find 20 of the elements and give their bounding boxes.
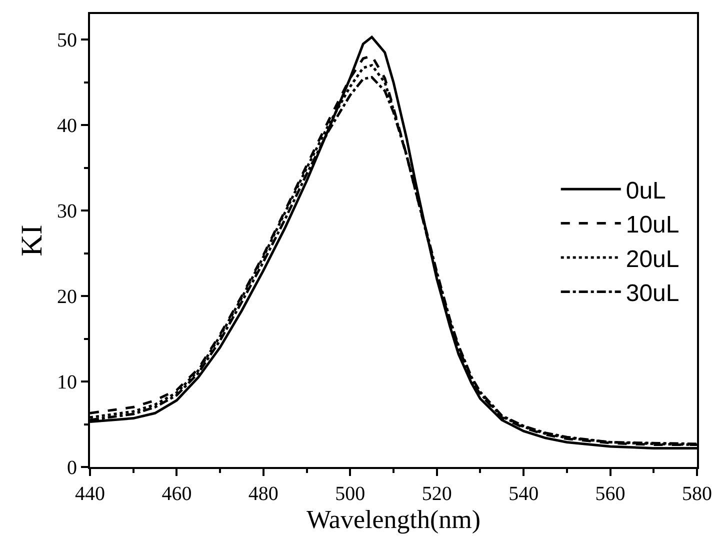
legend-label: 30uL: [626, 280, 680, 308]
x-tick-label: 540: [508, 483, 539, 505]
y-tick-label: 50: [57, 30, 77, 52]
x-tick-label: 560: [595, 483, 626, 505]
y-tick-label: 0: [67, 457, 77, 479]
x-tick-label: 500: [335, 483, 366, 505]
y-tick-label: 30: [57, 200, 77, 223]
legend-label: 0uL: [626, 177, 666, 204]
y-tick-label: 10: [57, 372, 77, 394]
x-tick-label: 460: [162, 483, 192, 505]
legend-label: 20uL: [626, 246, 680, 273]
x-tick-label: 580: [682, 483, 712, 505]
y-tick-label: 20: [57, 286, 77, 308]
x-axis-title: Wavelength(nm): [306, 505, 481, 534]
y-axis-title: KI: [16, 224, 48, 256]
x-tick-label: 440: [75, 483, 105, 505]
x-tick-label: 480: [248, 483, 278, 505]
legend-label: 10uL: [626, 212, 680, 239]
x-tick-label: 520: [422, 483, 452, 505]
y-tick-label: 40: [57, 115, 77, 138]
